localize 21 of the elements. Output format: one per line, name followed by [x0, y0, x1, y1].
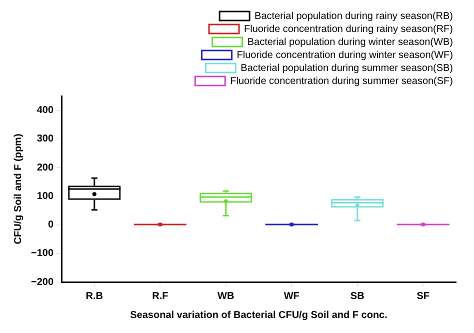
x-tick-label: R.B — [86, 290, 104, 302]
y-tick-label: −100 — [30, 248, 54, 260]
legend-label: Fluoride concentration during summer season(SF) — [230, 76, 454, 87]
legend-label: Bacterial population during summer season(SB) — [240, 62, 454, 74]
legend-label: Bacterial population during rainy season(RB) — [254, 10, 454, 22]
legend-label: Bacterial population during winter season(WB) — [247, 36, 454, 48]
x-tick-label: SF — [416, 290, 430, 302]
x-tick-label: WB — [218, 290, 234, 302]
y-tick-label: 0 — [48, 220, 54, 231]
y-tick-label: 100 — [36, 190, 54, 202]
x-tick-label: SB — [350, 290, 364, 302]
y-tick-label: 200 — [36, 162, 54, 174]
x-tick-label: WF — [284, 290, 300, 302]
x-tick-label: R.F — [152, 290, 168, 302]
y-tick-label: 300 — [36, 134, 54, 145]
legend-label: Fluoride concentration during winter season(WF) — [236, 50, 454, 61]
y-axis-title: CFU/g Soil and F (ppm) — [12, 134, 24, 244]
y-tick-label: 400 — [36, 105, 54, 116]
x-axis-title: Seasonal variation of Bacterial CFU/g Soil and F conc. — [130, 310, 388, 321]
legend-label: Fluoride concentration during rainy season(RF) — [244, 24, 454, 35]
y-tick-label: −200 — [30, 276, 54, 288]
